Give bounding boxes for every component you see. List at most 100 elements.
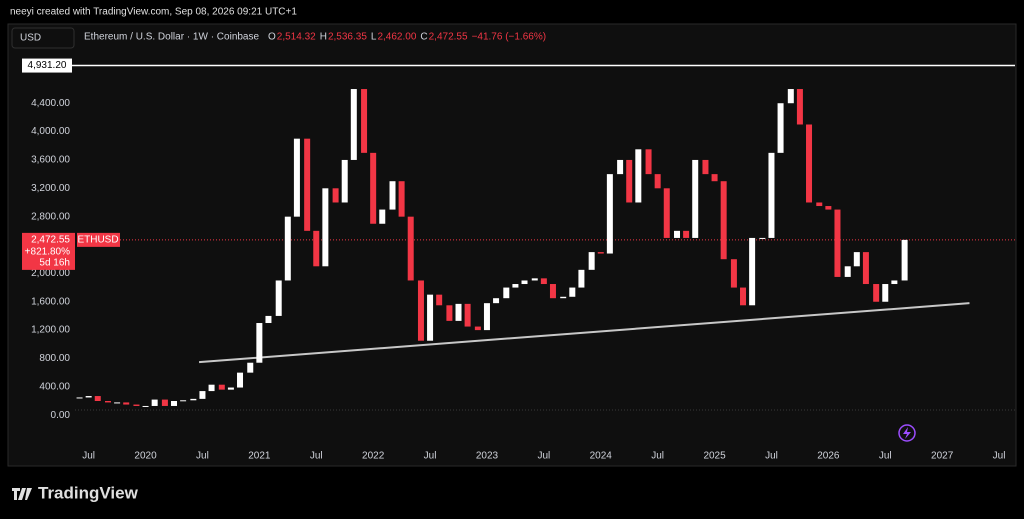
candle (256, 323, 263, 363)
resistance-label: 4,931.20 (28, 60, 67, 71)
last-price: 2,472.55 (31, 235, 70, 246)
candle (521, 280, 528, 285)
x-tick-label: 2025 (703, 451, 726, 462)
x-tick-label: 2023 (476, 451, 499, 462)
candle (114, 402, 121, 404)
trendline (198, 302, 970, 364)
candle (341, 159, 348, 203)
candle (493, 298, 500, 304)
candle (483, 303, 490, 331)
y-tick-label: 400.00 (39, 381, 70, 392)
candle (171, 401, 178, 406)
candle (398, 181, 405, 217)
ohlc-value: 2,462.00 (377, 32, 416, 43)
candle (777, 103, 784, 153)
candle (284, 216, 291, 281)
x-tick-label: Jul (424, 451, 437, 462)
candle (123, 402, 130, 405)
currency: USD (20, 33, 41, 44)
y-tick-label: 2,800.00 (31, 211, 70, 222)
last-price-change: +821.80% (25, 247, 70, 258)
last-price-box (22, 232, 75, 270)
x-tick-label: Jul (765, 451, 778, 462)
candle (474, 326, 481, 331)
ohlc-key: L (371, 32, 377, 43)
candle (293, 138, 300, 217)
candle (862, 252, 869, 285)
watermark: neeyi created with TradingView.com, Sep … (10, 7, 297, 18)
alert-icon[interactable] (898, 424, 916, 442)
candle (683, 230, 690, 238)
candle (199, 391, 206, 399)
x-tick-label: 2020 (134, 451, 157, 462)
ohlc-key: C (420, 32, 427, 43)
candle (322, 188, 329, 267)
candle (190, 398, 197, 401)
x-tick-label: 2026 (817, 451, 840, 462)
candle (133, 404, 140, 406)
candle (834, 209, 841, 277)
candle (540, 278, 547, 285)
candle (749, 237, 756, 306)
y-tick-label: 4,400.00 (31, 98, 70, 109)
candle (512, 284, 519, 288)
candle (436, 294, 443, 306)
x-tick-label: 2021 (248, 451, 271, 462)
candle (816, 202, 823, 207)
candle (626, 159, 633, 203)
y-tick-label: 3,600.00 (31, 155, 70, 166)
logo-icon (12, 488, 32, 500)
candle (370, 152, 377, 224)
countdown: 5d 16h (39, 258, 70, 269)
candle (549, 284, 556, 299)
alert-bolt (903, 427, 911, 439)
candle (105, 401, 112, 403)
currency-button[interactable] (11, 27, 75, 49)
candle (313, 230, 320, 267)
ohlc-key: O (268, 32, 276, 43)
ohlc-key: H (320, 32, 327, 43)
x-tick-label: Jul (879, 451, 892, 462)
y-tick-label: 4,000.00 (31, 126, 70, 137)
candle (142, 405, 149, 407)
y-tick-label: 1,600.00 (31, 296, 70, 307)
candle (94, 396, 101, 402)
candle (503, 287, 510, 299)
candle (427, 294, 434, 341)
x-tick-label: 2027 (931, 451, 954, 462)
candle (531, 278, 538, 281)
y-tick-label: 0.00 (51, 410, 71, 421)
ohlc-legend: O 2,514.32 H 2,536.35 L 2,462.00 C 2,472.55 −41.… (268, 32, 546, 43)
candle (730, 259, 737, 288)
candle (606, 174, 613, 254)
candle (617, 159, 624, 175)
candle (389, 181, 396, 210)
candle (787, 89, 794, 104)
candle (645, 149, 652, 175)
candle (759, 237, 766, 239)
x-tick-label: Jul (537, 451, 550, 462)
candle (597, 252, 604, 254)
candle (674, 230, 681, 238)
chart-title: Ethereum / U.S. Dollar · 1W · Coinbase (84, 32, 259, 43)
candle (560, 296, 567, 299)
candle (446, 305, 453, 321)
candle (711, 174, 718, 182)
chart-panel (7, 23, 1017, 467)
candle (455, 303, 462, 321)
y-tick-label: 1,200.00 (31, 325, 70, 336)
y-tick-label: 3,200.00 (31, 183, 70, 194)
x-tick-label: Jul (651, 451, 664, 462)
candle (740, 287, 747, 306)
candle (882, 284, 889, 302)
candle (796, 89, 803, 125)
candle (692, 159, 699, 238)
candle (635, 149, 642, 203)
ohlc-value: 2,514.32 (277, 32, 316, 43)
candle (237, 372, 244, 388)
candle (873, 284, 880, 302)
x-tick-label: 2022 (362, 451, 385, 462)
candle (304, 138, 311, 231)
logo: TradingView (38, 483, 139, 502)
